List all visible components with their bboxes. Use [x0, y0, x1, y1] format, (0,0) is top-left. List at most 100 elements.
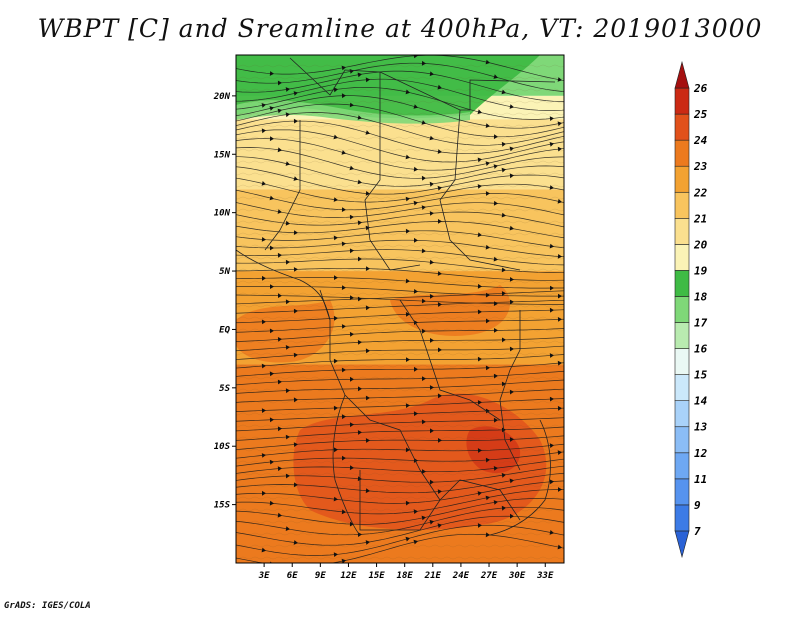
streamline-40	[236, 407, 564, 422]
streamline-arrow	[477, 309, 482, 315]
streamline-29	[236, 309, 564, 324]
streamline-2	[236, 70, 564, 102]
streamline-37	[236, 379, 564, 394]
colorbar-swatch	[674, 530, 690, 559]
streamline-arrow	[421, 328, 426, 334]
streamline-arrow	[365, 191, 370, 196]
streamline-arrow	[557, 77, 562, 82]
streamline-arrow	[421, 419, 426, 425]
streamline-arrow	[270, 245, 274, 251]
streamline-32	[236, 337, 564, 352]
streamline-arrow	[437, 393, 442, 399]
streamline-arrow	[429, 211, 434, 216]
streamline-arrow	[429, 259, 434, 265]
streamline-arrow	[493, 256, 498, 262]
streamline-39	[236, 398, 564, 412]
streamline-7	[236, 112, 564, 146]
streamline-arrow	[430, 428, 434, 434]
streamline-arrow	[357, 220, 362, 226]
streamline-arrow	[293, 397, 298, 403]
streamline-arrow	[413, 104, 418, 109]
colorbar-label: 12	[694, 447, 708, 460]
streamline-arrow	[293, 267, 298, 272]
streamline-arrow	[365, 438, 370, 443]
y-tick-label: 10S	[214, 442, 231, 452]
streamline-arrow	[285, 473, 290, 479]
streamline-arrow	[342, 455, 346, 461]
streamline-arrow	[549, 243, 554, 249]
colorbar-label: 17	[694, 317, 708, 330]
streamline-arrow	[405, 228, 410, 234]
streamline-arrow	[357, 72, 362, 78]
streamline-arrow	[341, 241, 346, 247]
streamline-arrow	[509, 478, 514, 484]
streamline-arrow	[341, 150, 346, 155]
streamline-45	[236, 451, 564, 467]
streamline-arrow	[566, 124, 571, 129]
streamline-arrow	[549, 479, 554, 485]
streamline-arrow	[406, 357, 410, 362]
streamline-27	[236, 290, 564, 305]
streamline-arrow	[501, 381, 506, 387]
colorbar-label: 23	[693, 160, 708, 173]
streamline-arrow	[341, 367, 346, 373]
colorbar-label: 22	[693, 186, 708, 199]
streamline-arrow	[349, 331, 354, 337]
streamline-arrow	[413, 320, 418, 325]
streamline-arrow	[485, 292, 490, 298]
streamline-arrow	[566, 155, 570, 160]
streamline-arrow	[413, 200, 418, 206]
streamline-arrow	[485, 123, 490, 128]
streamline-arrow	[357, 340, 362, 345]
streamline-arrow	[405, 89, 410, 95]
streamline-arrow	[333, 87, 338, 93]
streamline-arrow	[333, 134, 338, 140]
streamline-arrow	[509, 277, 514, 282]
streamline-arrow	[421, 205, 426, 210]
colorbar-swatch	[674, 113, 690, 141]
streamline-arrow	[477, 356, 482, 362]
y-tick-label: 15N	[214, 150, 231, 160]
streamline-arrow	[477, 232, 482, 238]
streamline-arrow	[493, 373, 498, 379]
streamline-arrow	[477, 184, 482, 189]
colorbar-swatch	[674, 400, 690, 428]
streamline-arrow	[285, 259, 290, 265]
streamline-arrow	[566, 497, 570, 502]
streamline-arrow	[269, 195, 274, 201]
x-tick-label: 30E	[508, 571, 526, 581]
x-tick-label: 6E	[287, 571, 298, 581]
streamline-arrow	[509, 146, 514, 152]
streamline-arrow	[349, 165, 354, 171]
streamline-arrow	[293, 352, 298, 358]
streamline-47	[236, 465, 564, 483]
streamline-arrow	[270, 284, 274, 289]
streamline-arrow	[493, 466, 498, 471]
streamline-arrow	[413, 55, 418, 59]
streamline-55	[236, 533, 564, 563]
streamline-arrow	[405, 154, 410, 160]
streamline-arrow	[493, 500, 498, 505]
streamline-arrow	[293, 91, 298, 96]
map-frame	[235, 54, 565, 564]
streamline-arrow	[429, 135, 434, 141]
streamline-arrow	[405, 196, 410, 202]
streamline-arrow	[485, 161, 490, 166]
streamline-arrow	[485, 457, 490, 463]
colorbar-label: 24	[693, 134, 708, 147]
streamline-arrow	[293, 442, 298, 447]
y-axis: 20N 15N 10N 5N EQ 5S 10S 15S	[213, 92, 236, 511]
streamline-arrow	[277, 337, 282, 342]
streamline-arrow	[405, 500, 410, 506]
streamline-arrow	[485, 191, 490, 196]
streamline-arrow	[422, 376, 426, 381]
streamline-arrow	[285, 161, 290, 166]
x-tick-label: 21E	[424, 571, 442, 581]
streamline-arrow	[557, 317, 562, 322]
streamline-arrow	[261, 181, 266, 186]
country-borders	[236, 57, 556, 536]
colorbar-swatch	[674, 139, 690, 167]
streamline-arrow	[293, 308, 298, 314]
streamline-41	[236, 417, 564, 432]
